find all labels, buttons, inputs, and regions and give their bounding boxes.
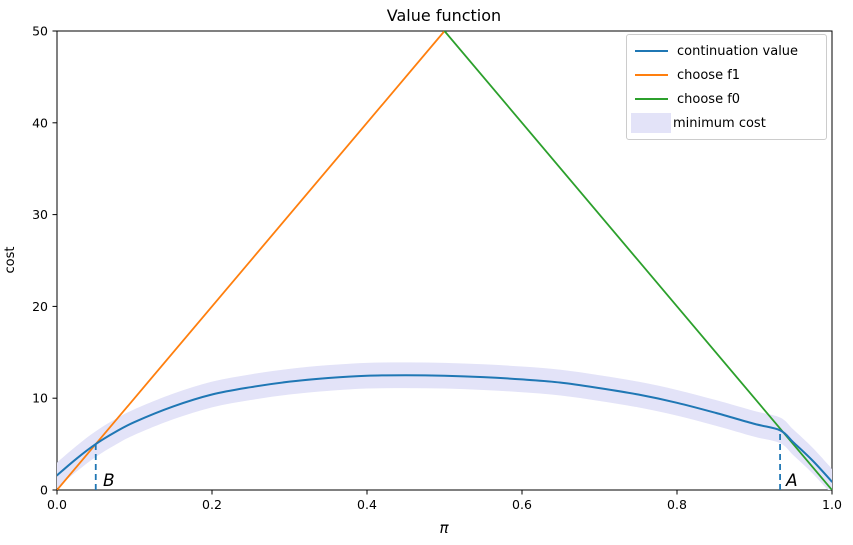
series-lines	[57, 31, 832, 490]
line-continuation-value	[57, 374, 832, 483]
threshold-label-B: B	[103, 471, 115, 491]
legend-item-choose-f1: choose f1	[635, 65, 818, 85]
x-tick-label: 0.8	[667, 497, 687, 512]
y-tick-label: 40	[32, 115, 48, 130]
legend-swatch-patch	[631, 113, 671, 133]
legend-swatch-line	[635, 74, 668, 76]
band-minimum-cost	[57, 362, 832, 490]
y-tick-label: 30	[32, 207, 48, 222]
x-tick-label: 0.0	[47, 497, 67, 512]
line-choose-f0	[443, 31, 832, 490]
y-tick-label: 20	[32, 299, 48, 314]
legend-swatch-line	[635, 98, 668, 100]
y-tick-label: 0	[40, 483, 48, 498]
legend-label: choose f0	[677, 91, 741, 107]
chart-title: Value function	[387, 6, 501, 25]
legend-item-minimum-cost: minimum cost	[631, 113, 818, 133]
x-tick-label: 0.4	[357, 497, 377, 512]
x-axis-label: π	[439, 519, 449, 537]
legend-item-choose-f0: choose f0	[635, 89, 818, 109]
y-tick-label: 10	[32, 391, 48, 406]
y-tick-label: 50	[32, 24, 48, 39]
line-choose-f1	[57, 31, 446, 490]
threshold-vlines	[94, 430, 781, 490]
x-tick-label: 0.6	[512, 497, 532, 512]
legend-swatch-line	[635, 50, 668, 52]
legend-label: choose f1	[677, 67, 741, 83]
y-axis-label: cost	[3, 247, 18, 274]
threshold-label-A: A	[785, 471, 798, 491]
y-axis-ticks: 0 10 20 30 40 50	[32, 24, 57, 498]
legend-label: minimum cost	[673, 115, 766, 131]
minimum-cost-band	[57, 362, 832, 490]
x-axis-ticks: 0.0 0.2 0.4 0.6 0.8 1.0	[47, 490, 842, 512]
x-tick-label: 0.2	[202, 497, 222, 512]
x-tick-label: 1.0	[822, 497, 842, 512]
legend: continuation value choose f1 choose f0 mini…	[626, 34, 827, 140]
legend-label: continuation value	[677, 43, 799, 59]
legend-item-continuation-value: continuation value	[635, 41, 818, 61]
